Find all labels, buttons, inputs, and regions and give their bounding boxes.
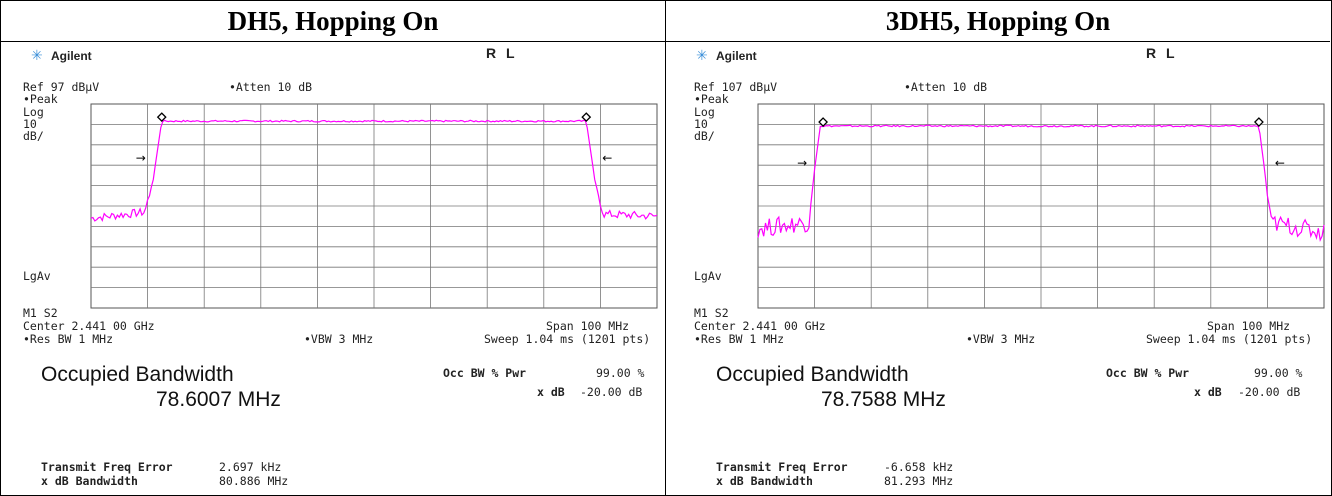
detector-label: •Peak xyxy=(694,92,729,106)
center-frequency: Center 2.441 00 GHz xyxy=(23,319,155,333)
brand-label: Agilent xyxy=(51,49,92,63)
occ-bw-pwr-label: Occ BW % Pwr xyxy=(443,366,527,380)
spectrum-trace xyxy=(90,119,658,222)
scale-type-label: Log xyxy=(694,105,715,119)
spectrum-trace xyxy=(757,124,1325,242)
res-bw: •Res BW 1 MHz xyxy=(23,332,114,346)
occ-bw-pwr-value: 99.00 % xyxy=(596,366,645,380)
analyzer-screenshot: ✳ Agilent R L Ref 107 dBµV •Atten 10 dB … xyxy=(666,42,1330,495)
right-arrow-icon: → xyxy=(136,151,146,165)
agilent-logo-icon: ✳ xyxy=(696,48,708,64)
x-db-value: -20.00 dB xyxy=(580,385,643,399)
marker-diamond-icon xyxy=(1253,117,1264,127)
center-frequency: Center 2.441 00 GHz xyxy=(694,319,826,333)
sweep: Sweep 1.04 ms (1201 pts) xyxy=(1146,332,1313,346)
mode-indicator: R L xyxy=(486,45,518,61)
x-db-label: x dB xyxy=(1194,385,1222,399)
occupied-bandwidth-value: 78.7588 MHz xyxy=(821,388,946,411)
scale-type-label: Log xyxy=(23,105,44,119)
scale-value-label: 10 xyxy=(23,117,37,131)
mode-indicator: R L xyxy=(1146,45,1178,61)
marker-diamond-icon xyxy=(156,112,167,123)
atten: •Atten 10 dB xyxy=(904,80,988,94)
atten: •Atten 10 dB xyxy=(229,80,313,94)
vbw: •VBW 3 MHz xyxy=(304,332,374,346)
panel-title: DH5, Hopping On xyxy=(1,1,665,42)
res-bw: •Res BW 1 MHz xyxy=(694,332,785,346)
agilent-logo-icon: ✳ xyxy=(31,48,43,64)
x-db-value: -20.00 dB xyxy=(1238,385,1301,399)
occupied-bandwidth-label: Occupied Bandwidth xyxy=(41,363,234,386)
marker-diamond-icon xyxy=(818,117,829,127)
ref-level: Ref 97 dBµV xyxy=(23,80,100,94)
right-arrow-icon: → xyxy=(797,156,807,170)
occ-bw-pwr-value: 99.00 % xyxy=(1254,366,1303,380)
x-db-bandwidth-label: x dB Bandwidth xyxy=(41,474,138,488)
scale-value-label: 10 xyxy=(694,117,708,131)
occ-bw-pwr-label: Occ BW % Pwr xyxy=(1106,366,1190,380)
m1s2-label: M1 S2 xyxy=(23,306,58,320)
span: Span 100 MHz xyxy=(1207,319,1291,333)
scale-unit-label: dB/ xyxy=(694,129,715,143)
panel-3dh5: 3DH5, Hopping On ✳ Agilent R L Ref 107 d… xyxy=(666,1,1330,495)
scale-unit-label: dB/ xyxy=(23,129,44,143)
analyzer-screenshot: ✳ Agilent R L Ref 97 dBµV •Atten 10 dB •… xyxy=(1,42,665,495)
transmit-freq-error-value: -6.658 kHz xyxy=(884,460,954,474)
left-arrow-icon: ← xyxy=(602,151,612,165)
transmit-freq-error-label: Transmit Freq Error xyxy=(41,460,173,474)
vbw: •VBW 3 MHz xyxy=(966,332,1036,346)
x-db-label: x dB xyxy=(537,385,565,399)
span: Span 100 MHz xyxy=(546,319,630,333)
ref-level: Ref 107 dBµV xyxy=(694,80,778,94)
left-arrow-icon: ← xyxy=(1275,156,1285,170)
lgav-label: LgAv xyxy=(694,269,722,283)
occupied-bandwidth-label: Occupied Bandwidth xyxy=(716,363,909,386)
transmit-freq-error-value: 2.697 kHz xyxy=(219,460,282,474)
occupied-bandwidth-value: 78.6007 MHz xyxy=(156,388,281,411)
spectrum-plot: → ← xyxy=(90,103,658,309)
panel-dh5: DH5, Hopping On ✳ Agilent R L Ref 97 dBµ… xyxy=(1,1,666,495)
lgav-label: LgAv xyxy=(23,269,51,283)
x-db-bandwidth-label: x dB Bandwidth xyxy=(716,474,813,488)
detector-label: •Peak xyxy=(23,92,58,106)
brand-label: Agilent xyxy=(716,49,757,63)
x-db-bandwidth-value: 80.886 MHz xyxy=(219,474,289,488)
x-db-bandwidth-value: 81.293 MHz xyxy=(884,474,954,488)
marker-diamond-icon xyxy=(581,112,592,123)
panel-title: 3DH5, Hopping On xyxy=(666,1,1330,42)
m1s2-label: M1 S2 xyxy=(694,306,729,320)
sweep: Sweep 1.04 ms (1201 pts) xyxy=(484,332,651,346)
transmit-freq-error-label: Transmit Freq Error xyxy=(716,460,848,474)
spectrum-plot: → ← xyxy=(757,103,1325,309)
